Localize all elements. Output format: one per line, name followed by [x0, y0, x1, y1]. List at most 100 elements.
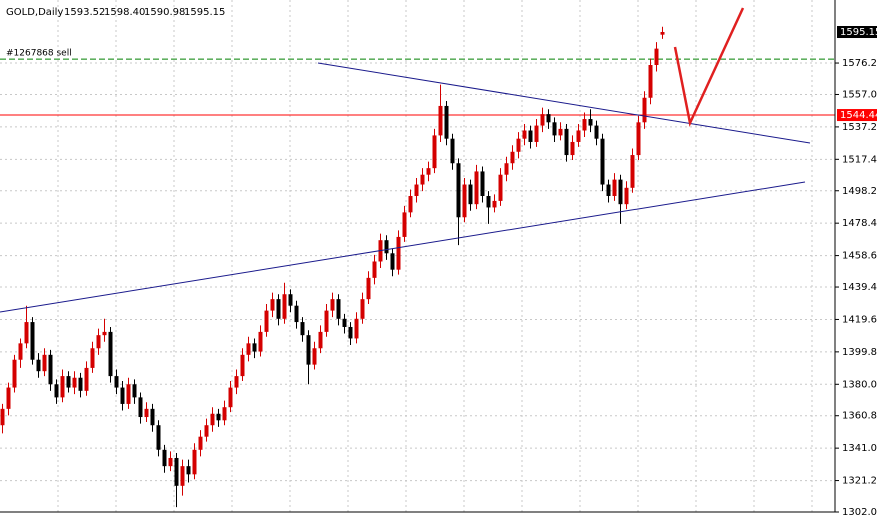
vertical-grid	[57, 0, 813, 512]
y-tick-label: 1419.60	[842, 314, 877, 325]
candle-body	[444, 105, 449, 139]
y-tick-label: 1478.40	[842, 218, 877, 229]
candle-body	[540, 114, 545, 126]
order-label: #1267868 sell	[6, 49, 72, 59]
symbol-title: GOLD,Daily	[6, 7, 63, 18]
ohlc-close: 1595.15	[184, 7, 225, 18]
y-tick-label: 1439.40	[842, 282, 877, 293]
candle-body	[600, 138, 605, 185]
candle-body	[342, 318, 347, 327]
candle-body	[438, 105, 443, 136]
candle-body	[306, 335, 311, 365]
candle-body	[396, 236, 401, 270]
candle-body	[498, 174, 503, 201]
candle-body	[630, 155, 635, 188]
candle-body	[450, 138, 455, 164]
candle-body	[354, 318, 359, 339]
candle-body	[204, 425, 209, 437]
candle-body	[360, 299, 365, 319]
candle-body	[60, 376, 65, 398]
candle-body	[48, 354, 53, 385]
candle-body	[492, 200, 497, 208]
candle-body	[318, 331, 323, 349]
candle-body	[36, 359, 41, 372]
candle-body	[534, 125, 539, 142]
candle-body	[162, 449, 167, 467]
candle-body	[246, 343, 251, 355]
level-box	[837, 109, 877, 122]
candle-body	[264, 310, 269, 332]
candle-body	[654, 48, 659, 66]
candle-body	[462, 184, 467, 218]
ohlc-low: 1590.98	[144, 7, 185, 18]
candle-body	[24, 322, 29, 344]
plot: #1267868 sell	[0, 26, 835, 508]
candle-body	[642, 97, 647, 123]
candle-body	[186, 466, 191, 475]
ohlc-open: 1593.52	[64, 7, 105, 18]
y-tick-label: 1399.80	[842, 347, 877, 358]
candle-body	[144, 408, 149, 418]
candle-body	[336, 299, 341, 319]
candle-body	[510, 151, 515, 164]
y-tick-label: 1557.00	[842, 89, 877, 100]
candle-body	[618, 179, 623, 205]
candle-body	[126, 384, 131, 404]
candle-body	[570, 141, 575, 156]
candle-body	[324, 310, 329, 332]
candle-body	[420, 174, 425, 185]
candle-body	[480, 171, 485, 196]
candle-body	[180, 466, 185, 486]
candle-body	[132, 384, 137, 398]
y-tick-label: 1537.20	[842, 122, 877, 133]
candle-body	[72, 377, 77, 388]
candle-body	[390, 253, 395, 270]
candle-body	[432, 135, 437, 169]
candle-body	[372, 261, 377, 278]
y-tick-label: 1341.00	[842, 443, 877, 454]
candle-body	[468, 184, 473, 205]
candle-body	[90, 348, 95, 368]
candle-body	[606, 184, 611, 196]
candle-body	[30, 322, 35, 360]
candle-body	[348, 326, 353, 339]
trendline-lower	[0, 181, 806, 313]
candle-body	[12, 359, 17, 388]
candle-body	[294, 305, 299, 323]
candle-body	[192, 449, 197, 475]
candle-body	[42, 354, 47, 372]
y-tick-label: 1458.60	[842, 251, 877, 262]
candle-body	[528, 130, 533, 142]
candle-body	[96, 335, 101, 349]
y-tick-label: 1517.40	[842, 154, 877, 165]
candle-body	[54, 384, 59, 398]
y-tick-label: 1360.80	[842, 411, 877, 422]
y-tick-label: 1302.00	[842, 507, 877, 516]
candle-body	[102, 331, 107, 336]
candle-body	[546, 114, 551, 123]
candle-body	[222, 407, 227, 421]
candle-body	[114, 376, 119, 388]
candle-body	[648, 65, 653, 98]
y-tick-label: 1576.20	[842, 58, 877, 69]
candle-body	[258, 331, 263, 352]
candle-body	[84, 367, 89, 391]
candle-body	[522, 130, 527, 139]
candle-body	[486, 195, 491, 208]
candle-body	[552, 122, 557, 136]
candle-body	[18, 343, 23, 360]
candle-body	[240, 354, 245, 377]
level-label: 1544.44	[840, 110, 877, 121]
candle-body	[270, 299, 275, 311]
candle-body	[588, 119, 593, 126]
candle-body	[594, 125, 599, 139]
candle-body	[402, 212, 407, 237]
candle-body	[216, 413, 221, 421]
candle-body	[612, 179, 617, 196]
y-tick-label: 1498.20	[842, 186, 877, 197]
trendline-upper	[317, 62, 811, 144]
candle-body	[624, 187, 629, 205]
candle-body	[576, 130, 581, 142]
candle-body	[366, 277, 371, 300]
